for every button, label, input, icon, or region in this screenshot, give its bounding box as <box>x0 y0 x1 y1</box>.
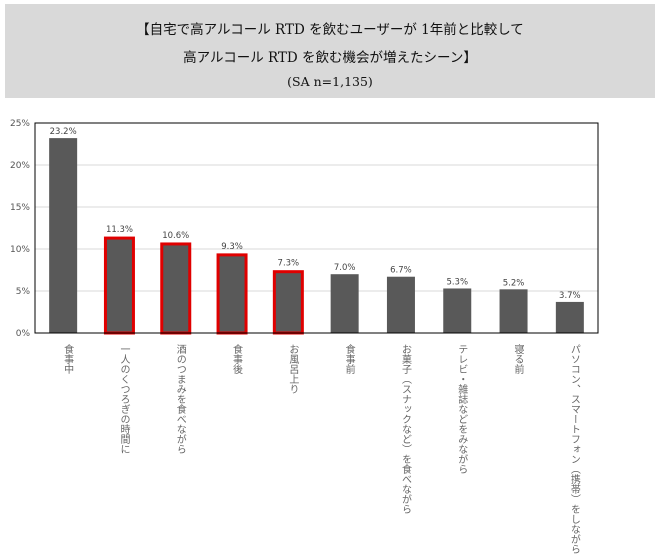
data-label: 11.3% <box>106 225 133 235</box>
data-label: 5.3% <box>446 277 468 287</box>
chart-title-line-1: 【自宅で高アルコール RTD を飲むユーザーが 1年前と比較して <box>136 22 524 38</box>
bar <box>49 138 78 333</box>
chart-title-sample: (SA n=1,135) <box>287 74 373 89</box>
category-label: パソコン、スマートフォン（携帯）をしながら <box>568 344 580 554</box>
category-label: 一人のくつろぎの時間に <box>118 344 130 454</box>
category-labels: 食事中 一人のくつろぎの時間に 酒のつまみを食べながら 食事後 お風呂上り 食事前 お菓子（… <box>62 343 581 554</box>
bar <box>499 289 528 333</box>
bars <box>49 138 584 335</box>
data-label: 23.2% <box>50 127 77 137</box>
y-tick-label: 15% <box>10 203 30 213</box>
chart-title-box: 【自宅で高アルコール RTD を飲むユーザーが 1年前と比較して 高アルコール … <box>5 4 655 98</box>
data-label: 7.3% <box>278 259 300 269</box>
data-label: 5.2% <box>503 278 525 288</box>
y-tick-label: 5% <box>16 287 31 297</box>
y-tick-label: 20% <box>10 161 30 171</box>
data-labels: 23.2% 11.3% 10.6% 9.3% 7.3% 7.0% 6.7% 5.3% 5.2% 3… <box>50 127 581 301</box>
bar <box>443 288 472 333</box>
y-tick-label: 25% <box>10 119 30 129</box>
data-label: 3.7% <box>559 291 581 301</box>
bar-highlighted <box>272 270 304 335</box>
data-label: 6.7% <box>390 266 412 276</box>
bar <box>330 274 359 333</box>
data-label: 10.6% <box>162 231 189 241</box>
category-label: お菓子（スナックなど）を食べながら <box>399 344 411 514</box>
category-label: 寝る前 <box>512 343 524 375</box>
bar-highlighted <box>160 242 192 335</box>
category-label: 食事後 <box>231 343 243 374</box>
category-label: テレビ・雑誌などをみながら <box>456 344 468 474</box>
data-label: 9.3% <box>221 242 243 252</box>
bar <box>386 276 415 333</box>
category-label: 食事中 <box>62 343 74 375</box>
bar <box>555 301 584 333</box>
category-label: 食事前 <box>343 343 355 375</box>
category-label: お風呂上り <box>287 344 299 394</box>
data-label: 7.0% <box>334 263 356 273</box>
chart-title-line-2: 高アルコール RTD を飲む機会が増えたシーン】 <box>183 50 477 66</box>
bar-highlighted <box>103 236 135 335</box>
bar-highlighted <box>216 253 248 335</box>
y-tick-label: 10% <box>10 245 30 255</box>
y-tick-label: 0% <box>16 329 31 339</box>
category-label: 酒のつまみを食べながら <box>174 344 186 454</box>
plot-area-border <box>34 122 599 334</box>
y-axis: 0% 5% 10% 15% 20% 25% <box>10 119 30 339</box>
